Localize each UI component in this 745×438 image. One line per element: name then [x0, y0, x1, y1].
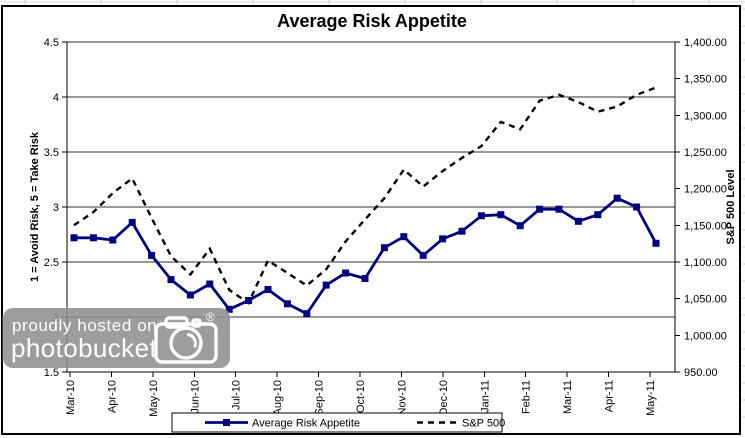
x-tick-label: Jul-10 — [231, 380, 243, 410]
y-left-axis-title: 1 = Avoid Risk, 5 = Take Risk — [29, 131, 41, 282]
y-right-axis-title: S&P 500 Level — [725, 169, 737, 244]
data-point-marker — [342, 269, 350, 277]
y-right-tick-label: 950.00 — [684, 367, 718, 379]
y-right-tick-label: 1,100.00 — [684, 257, 727, 269]
data-point-marker — [245, 297, 253, 304]
camera-lens — [169, 326, 203, 360]
camera-body — [154, 322, 218, 364]
data-point-marker — [167, 276, 175, 284]
data-point-marker — [361, 275, 369, 282]
x-tick-label: Dec-10 — [438, 380, 450, 415]
y-left-tick-label: 1.5 — [44, 367, 59, 379]
data-point-marker — [148, 251, 156, 259]
data-point-marker — [322, 281, 330, 289]
y-right-tick-label: 1,150.00 — [684, 220, 727, 232]
data-point-marker — [128, 218, 136, 226]
data-point-marker — [206, 280, 214, 288]
legend-label-risk: Average Risk Appetite — [252, 418, 360, 430]
y-right-tick-label: 1,400.00 — [684, 37, 727, 49]
y-left-tick-label: 3.5 — [44, 147, 59, 159]
watermark-tagline: proudly hosted on — [12, 316, 158, 335]
data-point-marker — [613, 194, 621, 202]
x-tick-label: Aug-10 — [272, 380, 284, 415]
data-point-marker — [594, 211, 602, 219]
data-point-marker — [536, 205, 544, 213]
data-point-marker — [400, 233, 408, 241]
x-tick-label: Jun-10 — [189, 380, 201, 414]
legend-box — [171, 412, 503, 433]
registered-mark: ® — [206, 310, 215, 324]
x-tick-label: Nov-10 — [396, 380, 408, 415]
x-tick-label: Mar-10 — [65, 380, 77, 415]
legend-marker-risk — [223, 419, 230, 426]
x-tick-label: Oct-10 — [355, 380, 367, 413]
y-right-tick-label: 1,300.00 — [684, 110, 727, 122]
y-right-tick-label: 1,250.00 — [684, 147, 727, 159]
y-left-tick-label: 2.5 — [44, 257, 59, 269]
data-point-marker — [497, 211, 505, 219]
x-tick-label: Apr-10 — [106, 380, 118, 413]
watermark-brand: photobucket — [11, 333, 158, 363]
data-point-marker — [555, 205, 563, 213]
data-point-marker — [303, 310, 311, 318]
x-tick-label: Jan-11 — [479, 380, 491, 413]
data-point-marker — [283, 300, 291, 308]
x-tick-label: Sep-10 — [314, 380, 326, 415]
data-point-marker — [264, 286, 272, 293]
data-point-marker — [574, 217, 582, 225]
data-point-marker — [186, 291, 194, 299]
data-point-marker — [477, 212, 485, 220]
y-left-tick-label: 4.5 — [44, 37, 59, 49]
y-right-tick-label: 1,350.00 — [684, 74, 727, 86]
x-tick-label: Mar-11 — [562, 380, 574, 414]
data-point-marker — [380, 244, 388, 252]
x-tick-label: May-11 — [645, 380, 657, 416]
y-right-tick-label: 1,000.00 — [684, 330, 727, 342]
y-left-tick-label: 4 — [53, 92, 59, 104]
chart-title: Average Risk Appetite — [277, 11, 467, 31]
data-point-marker — [225, 305, 233, 313]
x-tick-label: Feb-11 — [521, 380, 533, 414]
data-point-marker — [109, 236, 117, 244]
data-point-marker — [652, 239, 660, 247]
chart-border — [1, 5, 741, 435]
data-point-marker — [419, 251, 427, 259]
data-point-marker — [89, 234, 97, 242]
x-tick-label: Apr-11 — [604, 380, 616, 412]
camera-icon — [154, 316, 218, 364]
camera-lens-highlight — [187, 333, 197, 348]
y-right-tick-label: 1,050.00 — [684, 294, 727, 306]
data-point-marker — [633, 203, 641, 211]
legend-label-sp500: S&P 500 — [462, 418, 505, 430]
x-tick-label: May-10 — [148, 380, 160, 417]
data-point-marker — [458, 227, 466, 235]
y-left-tick-label: 3 — [53, 202, 59, 214]
data-point-marker — [439, 235, 447, 243]
data-point-marker — [70, 234, 78, 242]
photobucket-watermark: proudly hosted on photobucket ® — [3, 308, 230, 368]
y-right-tick-label: 1,200.00 — [684, 184, 727, 196]
sp500-line — [73, 86, 657, 305]
data-point-marker — [516, 222, 524, 230]
